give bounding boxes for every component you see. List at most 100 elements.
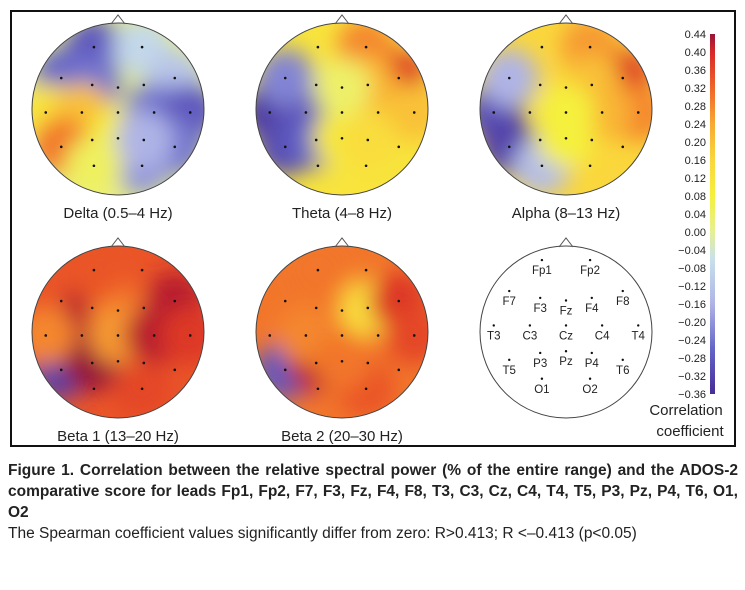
electrode-dot — [116, 86, 120, 89]
electrode-dot — [508, 289, 511, 293]
colorbar-tick: 0.40 — [685, 47, 706, 59]
map-label: Theta (4–8 Hz) — [292, 205, 392, 222]
electrode-dot — [528, 111, 532, 114]
electrode-dot — [564, 299, 568, 302]
electrode-dot — [173, 368, 177, 372]
electrode-dot — [540, 164, 544, 168]
electrode-dot — [590, 296, 593, 300]
electrode-dot — [316, 268, 320, 272]
electrode-dot — [152, 111, 156, 114]
electrode-label-fz: Fz — [560, 306, 573, 318]
electrode-dot — [540, 45, 544, 49]
electrode-dot — [397, 299, 401, 303]
head-outline — [255, 22, 429, 196]
electrode-dot — [600, 324, 604, 327]
head-outline — [31, 245, 205, 419]
electrode-label-fp1: Fp1 — [532, 265, 552, 277]
electrode-dot — [621, 76, 625, 80]
head-outline — [31, 22, 205, 196]
electrode-dot — [59, 76, 63, 80]
electrode-dot — [92, 164, 96, 168]
electrode-dot — [92, 387, 96, 391]
colorbar-tick: 0.08 — [685, 191, 706, 203]
map-label: Beta 2 (20–30 Hz) — [281, 428, 403, 445]
electrode-dot — [588, 45, 592, 49]
electrode-dot — [366, 138, 370, 142]
electrode-label-o2: O2 — [582, 384, 597, 396]
electrode-dot — [364, 268, 368, 272]
electrode-dot — [637, 324, 640, 327]
electrode-dot — [173, 145, 177, 149]
electrode-dot — [90, 306, 94, 310]
electrode-label-p4: P4 — [585, 358, 600, 370]
electrode-dot — [188, 334, 192, 337]
colorbar-tick: −0.32 — [678, 371, 706, 383]
colorbar-tick: 0.28 — [685, 101, 706, 113]
electrode-dot — [90, 83, 94, 87]
electrode-label-f3: F3 — [533, 303, 546, 315]
electrode-dot — [564, 350, 568, 353]
electrode-label-o1: O1 — [534, 384, 549, 396]
electrode-dot — [397, 145, 401, 149]
colorbar-tick: −0.20 — [678, 317, 706, 329]
caption-note: The Spearman coefficient values signific… — [8, 525, 637, 542]
colorbar-tick: −0.08 — [678, 263, 706, 275]
electrode-dot — [304, 111, 308, 114]
electrode-dot — [140, 387, 144, 391]
electrode-dot — [152, 334, 156, 337]
colorbar-label-line2: coefficient — [656, 423, 724, 440]
electrode-label-t4: T4 — [632, 330, 646, 342]
electrode-dot — [366, 83, 370, 87]
electrode-dot — [268, 334, 272, 337]
electrode-dot — [590, 83, 594, 87]
electrode-dot — [366, 306, 370, 310]
electrode-dot — [283, 299, 287, 303]
electrode-dot — [621, 145, 625, 149]
head-outline — [479, 22, 653, 196]
colorbar-tick: −0.16 — [678, 299, 706, 311]
figure-panel: Delta (0.5–4 Hz) Theta (4–8 Hz) Alpha (8–1… — [10, 10, 736, 447]
electrode-dot — [59, 368, 63, 372]
electrode-dot — [397, 368, 401, 372]
electrode-dot — [588, 164, 592, 168]
colorbar-label-line1: Correlation — [649, 402, 722, 419]
topomap: Delta (0.5–4 Hz) — [31, 14, 205, 222]
electrode-dot — [142, 83, 146, 87]
electrode-dot — [340, 359, 344, 363]
electrode-dot — [142, 361, 146, 365]
electrode-dot — [316, 164, 320, 168]
electrode-dot — [314, 83, 318, 87]
electrode-dot — [140, 45, 144, 49]
electrode-dot — [564, 86, 568, 89]
topomap: Beta 2 (20–30 Hz) — [255, 237, 429, 445]
electrode-dot — [376, 111, 380, 114]
electrode-label-f7: F7 — [503, 296, 516, 308]
colorbar-tick: −0.28 — [678, 353, 706, 365]
electrode-dot — [538, 138, 542, 142]
electrode-dot — [80, 111, 84, 114]
electrode-dot — [538, 83, 542, 87]
electrode-dot — [340, 111, 344, 114]
electrode-dot — [44, 111, 48, 114]
topomap: Alpha (8–13 Hz) — [479, 14, 653, 222]
electrode-dot — [59, 145, 63, 149]
electrode-dot — [140, 164, 144, 168]
head-outline — [255, 245, 429, 419]
nose-marker — [558, 14, 574, 25]
colorbar-tick: −0.36 — [678, 389, 706, 401]
electrode-label-cz: Cz — [559, 330, 573, 342]
electrode-dot — [173, 76, 177, 80]
electrode-dot — [600, 111, 604, 114]
electrode-dot — [316, 45, 320, 49]
electrode-dot — [564, 111, 568, 114]
electrode-dot — [564, 136, 568, 140]
electrode-dot — [92, 45, 96, 49]
electrode-dot — [564, 324, 568, 327]
topomap: Beta 1 (13–20 Hz) — [31, 237, 205, 445]
electrode-dot — [283, 145, 287, 149]
colorbar-tick: 0.24 — [685, 119, 706, 131]
head-outline — [479, 245, 653, 419]
nose-marker — [334, 237, 350, 248]
colorbar-tick: −0.12 — [678, 281, 706, 293]
electrode-label-f4: F4 — [585, 303, 599, 315]
